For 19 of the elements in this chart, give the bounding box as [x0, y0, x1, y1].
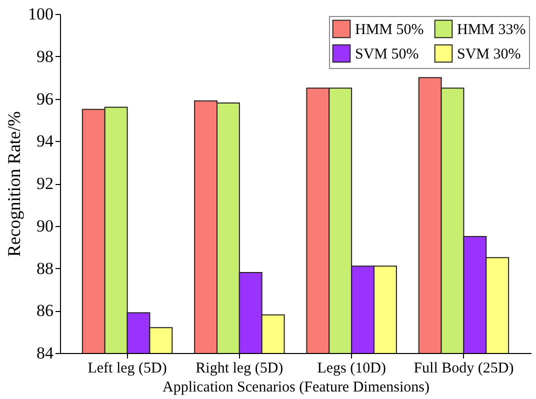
y-axis-title: Recognition Rate/%	[4, 111, 24, 257]
y-tick-label: 92	[36, 174, 54, 193]
legend-label: HMM 50%	[355, 22, 424, 38]
x-axis-title: Application Scenarios (Feature Dimensions)	[162, 380, 430, 396]
y-tick-label: 90	[36, 216, 54, 236]
x-tick-label: Right leg (5D)	[196, 360, 284, 376]
legend-label: SVM 30%	[457, 46, 521, 62]
x-tick-label: Full Body (25D)	[414, 360, 514, 376]
y-tick-label: 86	[36, 301, 54, 320]
y-tick-label: 98	[36, 46, 54, 66]
y-tick-label: 94	[36, 132, 54, 151]
x-tick-label: Left leg (5D)	[88, 360, 167, 376]
legend-label: HMM 33%	[457, 22, 526, 38]
y-tick-label: 96	[36, 89, 54, 108]
legend-label: SVM 50%	[355, 46, 419, 62]
y-tick-label: 88	[36, 258, 54, 278]
y-tick-label: 84	[36, 344, 54, 362]
x-tick-label: Legs (10D)	[317, 360, 386, 376]
y-tick-label: 100	[28, 4, 54, 24]
